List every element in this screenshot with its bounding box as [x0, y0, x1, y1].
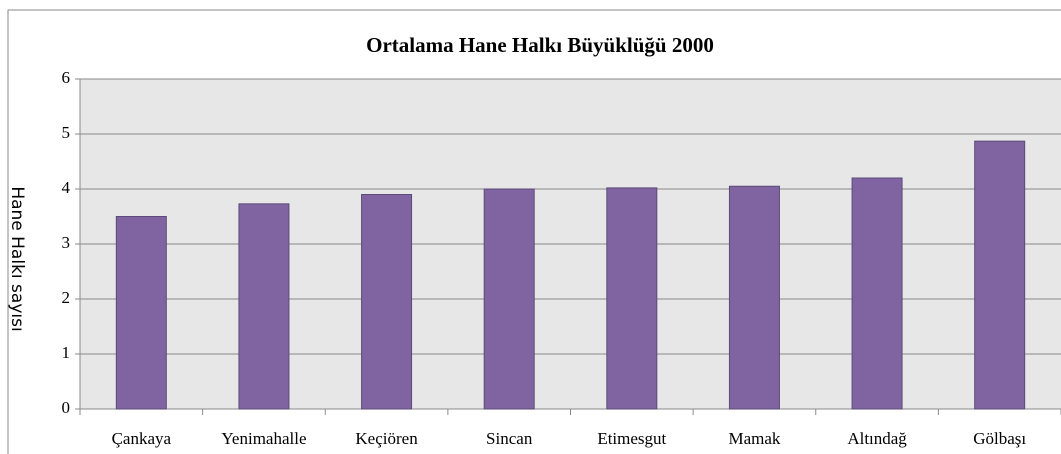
- bar: [361, 194, 413, 410]
- bar: [728, 185, 780, 410]
- bar: [483, 188, 535, 410]
- bar: [851, 177, 903, 410]
- x-tick-label: Gölbaşı: [973, 429, 1026, 448]
- x-tick-label: Sincan: [486, 429, 533, 448]
- x-tick-label: Mamak: [728, 429, 780, 448]
- bar: [606, 187, 658, 410]
- y-tick-label: 6: [62, 68, 71, 87]
- x-tick-label: Etimesgut: [597, 429, 666, 448]
- bar: [974, 140, 1026, 410]
- y-tick-label: 3: [62, 233, 71, 252]
- y-tick-label: 5: [62, 123, 71, 142]
- x-tick-label: Çankaya: [112, 429, 172, 448]
- bar: [115, 216, 167, 410]
- y-tick-label: 1: [62, 343, 71, 362]
- x-tick-label: Keçiören: [355, 429, 418, 448]
- y-tick-label: 0: [62, 398, 71, 417]
- y-axis-label: Hane Halkı sayısı: [7, 186, 27, 331]
- x-tick-label: Yenimahalle: [221, 429, 306, 448]
- chart-title: Ortalama Hane Halkı Büyüklüğü 2000: [366, 33, 714, 57]
- x-tick-label: Altındağ: [847, 429, 907, 448]
- y-tick-label: 4: [62, 178, 71, 197]
- y-tick-label: 2: [62, 288, 71, 307]
- bar: [238, 203, 290, 410]
